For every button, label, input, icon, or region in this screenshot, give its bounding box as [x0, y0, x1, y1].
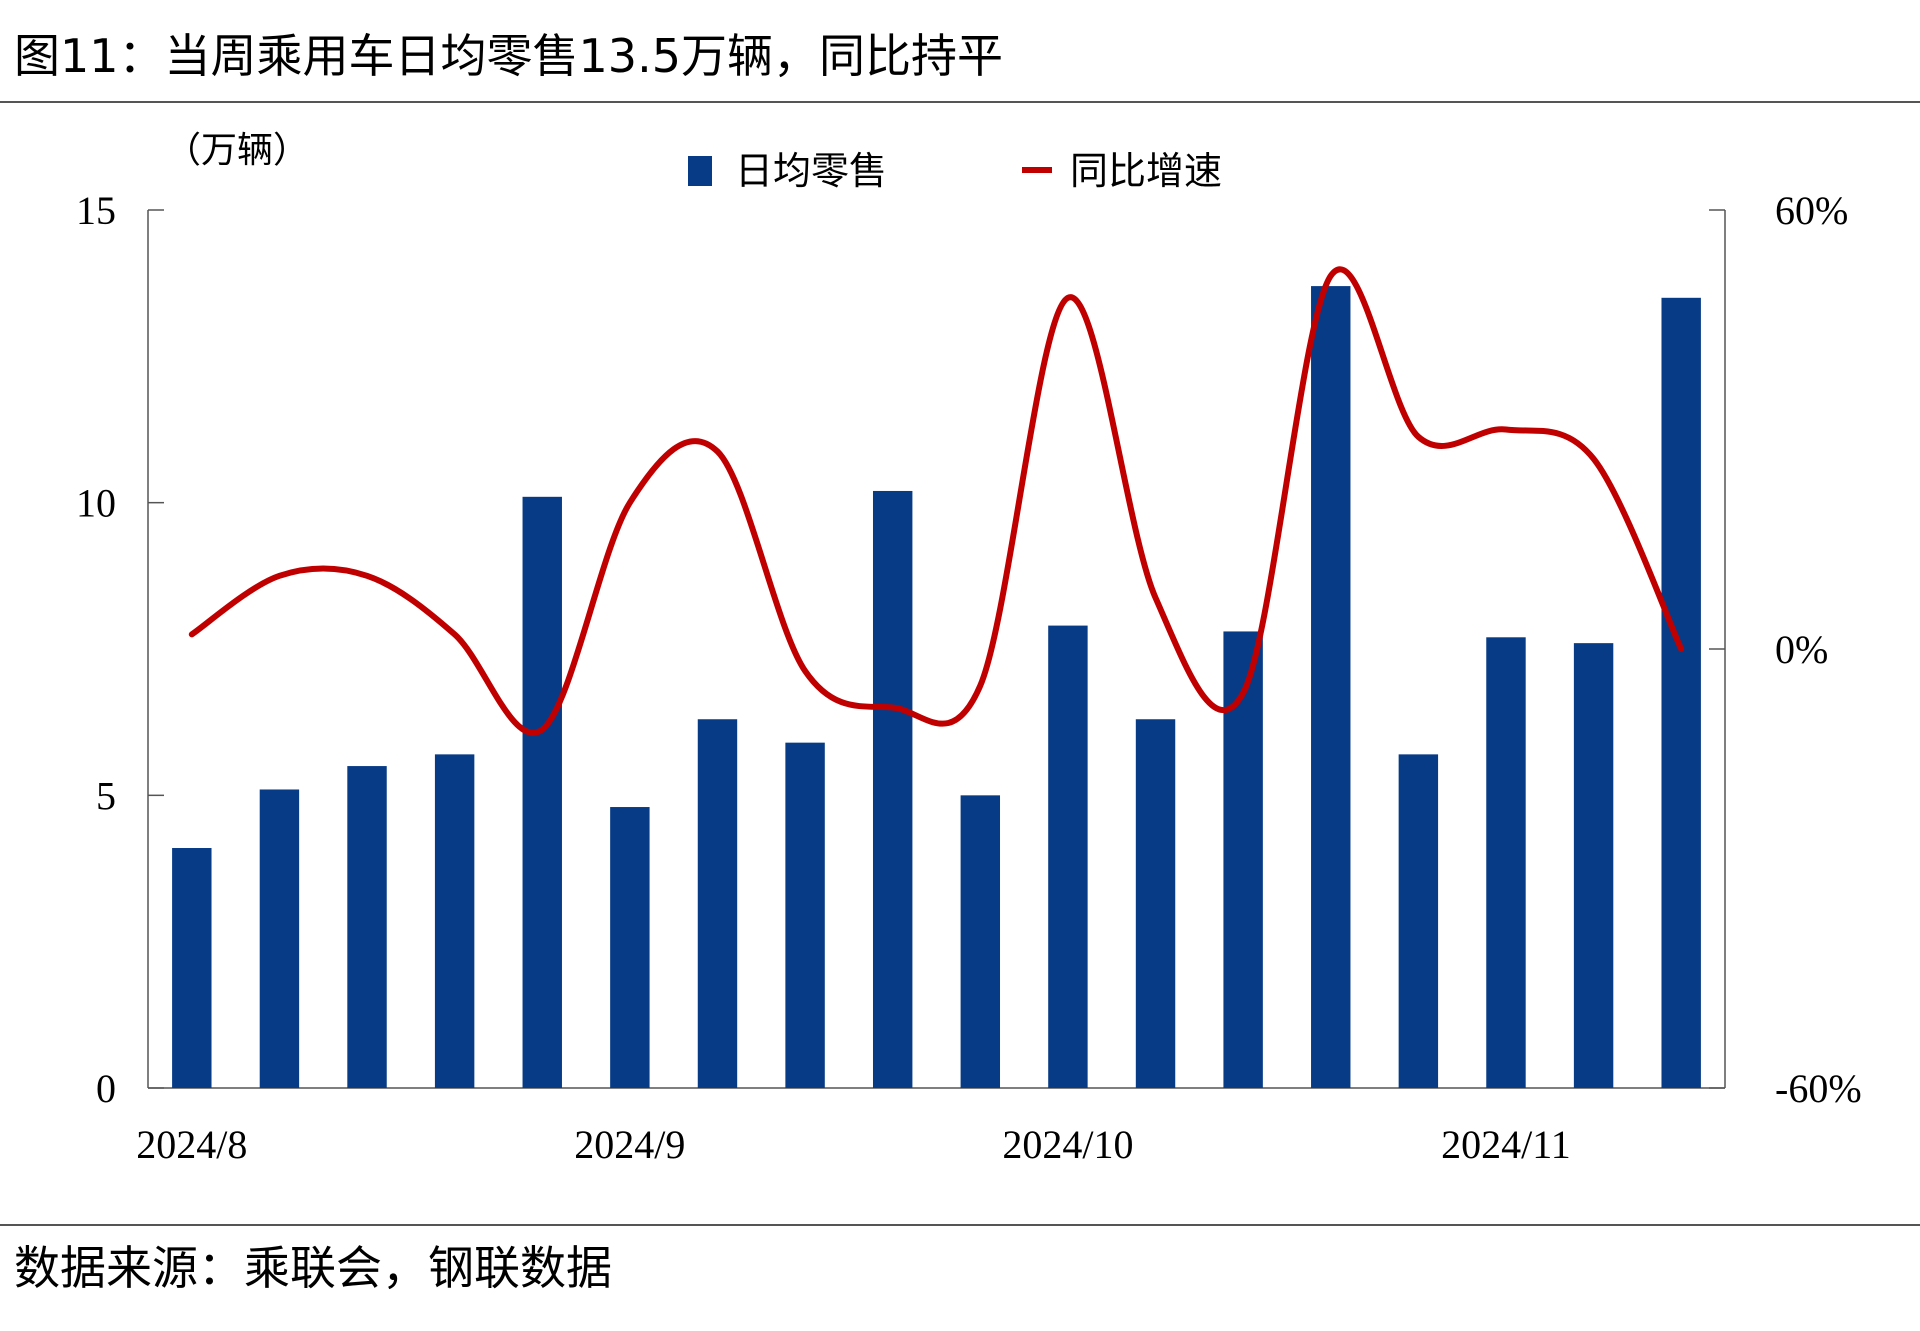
- legend-bar-label: 日均零售: [735, 149, 887, 193]
- bar: [1573, 643, 1614, 1088]
- chart: 0 5 10 15 -60% 0% 60% 2024/8 2024/9 2024/10 2024/1…: [76, 130, 1862, 1167]
- bar: [785, 742, 825, 1088]
- chart-title: 图11：当周乘用车日均零售13.5万辆，同比持平: [14, 29, 1003, 83]
- line-point: [629, 502, 631, 504]
- x-tick-label: 2024/10: [1002, 1122, 1133, 1167]
- line-point: [804, 670, 806, 672]
- bar: [697, 719, 738, 1088]
- left-tick-label: 5: [96, 773, 116, 818]
- line-point: [1593, 458, 1595, 460]
- x-tick-label: 2024/9: [574, 1122, 685, 1167]
- right-tick-label: 60%: [1775, 188, 1848, 233]
- line-point: [1505, 429, 1507, 430]
- bar: [347, 766, 387, 1088]
- legend-line-swatch: [1022, 167, 1052, 173]
- axes: [147, 209, 1726, 1089]
- bar: [522, 496, 562, 1088]
- line-point: [979, 685, 981, 687]
- bar: [960, 795, 1001, 1088]
- line-point: [1330, 275, 1332, 277]
- bar: [172, 848, 212, 1088]
- line-point: [1067, 297, 1069, 299]
- bar: [610, 807, 650, 1088]
- legend-bar-swatch: [688, 156, 712, 186]
- line-point: [1417, 436, 1419, 438]
- bar: [259, 789, 300, 1088]
- data-source: 数据来源：乘联会，钢联数据: [14, 1241, 612, 1295]
- line-point: [541, 728, 543, 730]
- bar: [1048, 625, 1088, 1088]
- bar: [1398, 754, 1439, 1088]
- y-unit-label: （万辆）: [165, 130, 309, 171]
- left-tick-label: 0: [96, 1066, 116, 1111]
- axis-labels: 0 5 10 15 -60% 0% 60% 2024/8 2024/9 2024/10 2024/1…: [76, 188, 1862, 1167]
- line-point: [1242, 692, 1244, 694]
- top-divider: [0, 101, 1920, 103]
- bar: [1311, 286, 1351, 1088]
- x-tick-label: 2024/11: [1441, 1122, 1571, 1167]
- line-point: [191, 633, 193, 635]
- bar: [1486, 637, 1526, 1088]
- line-point: [1155, 597, 1157, 599]
- line-point: [454, 633, 456, 635]
- line-point: [716, 450, 718, 452]
- growth-line: [188, 266, 1685, 736]
- bar: [1135, 719, 1176, 1088]
- line-point: [1680, 648, 1682, 650]
- bar: [434, 754, 475, 1088]
- bar: [872, 490, 913, 1089]
- line-point: [366, 575, 368, 577]
- legend: 日均零售 同比增速: [688, 149, 1222, 193]
- bar: [1661, 297, 1701, 1088]
- line-series: [188, 266, 1685, 736]
- line-point: [892, 707, 894, 709]
- legend-line-label: 同比增速: [1070, 149, 1222, 193]
- right-tick-label: 0%: [1775, 627, 1828, 672]
- x-tick-label: 2024/8: [136, 1122, 247, 1167]
- left-tick-label: 10: [76, 481, 116, 526]
- bar: [1223, 631, 1263, 1088]
- line-point: [278, 575, 280, 577]
- left-tick-label: 15: [76, 188, 116, 233]
- right-tick-label: -60%: [1775, 1066, 1862, 1111]
- bar-series: [172, 286, 1701, 1089]
- bottom-divider: [0, 1224, 1920, 1226]
